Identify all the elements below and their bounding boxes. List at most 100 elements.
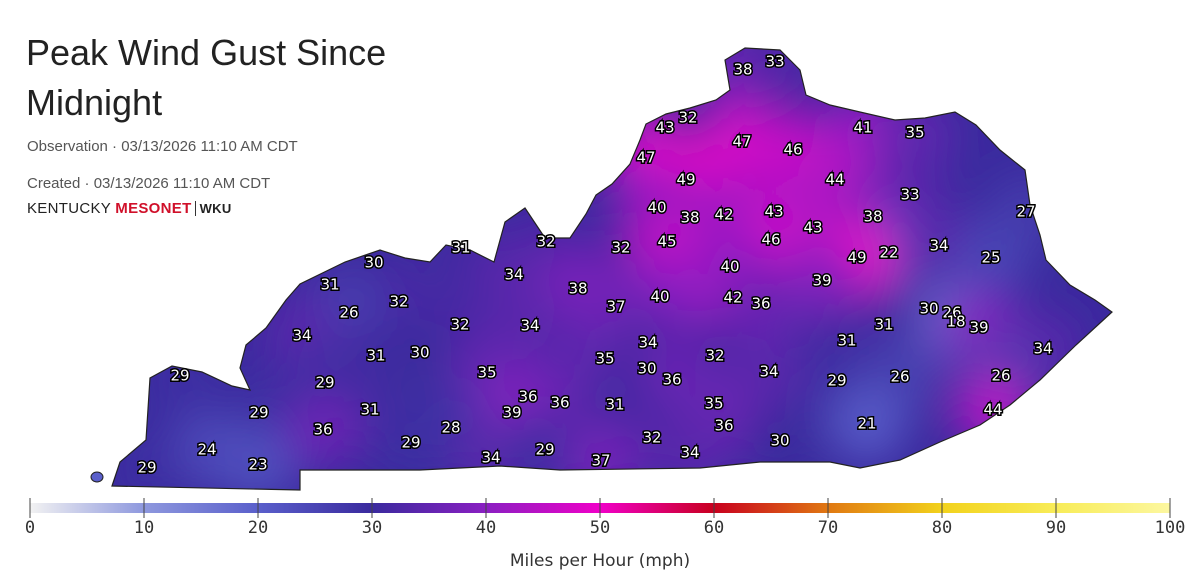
station-value: 34 xyxy=(929,237,948,255)
observation: Observation · 03/13/2026 11:10 AM CDT xyxy=(27,138,298,155)
station-value: 33 xyxy=(900,186,919,204)
colorbar-tick-label: 80 xyxy=(932,518,952,538)
colorbar-tick-label: 20 xyxy=(248,518,268,538)
colorbar-tick-label: 40 xyxy=(476,518,496,538)
station-value: 40 xyxy=(650,288,669,306)
station-value: 29 xyxy=(170,367,189,385)
station-value: 43 xyxy=(764,203,783,221)
station-value: 30 xyxy=(637,360,656,378)
station-value: 26 xyxy=(991,367,1010,385)
island xyxy=(90,471,104,483)
title: Peak Wind Gust Since Midnight xyxy=(26,32,387,123)
gust-blob xyxy=(723,266,799,342)
station-value: 47 xyxy=(636,149,655,167)
station-value: 36 xyxy=(662,371,681,389)
logo-left: KENTUCKY xyxy=(27,200,111,217)
station-value: 31 xyxy=(451,239,470,257)
station-value: 46 xyxy=(761,231,780,249)
station-value: 34 xyxy=(520,317,539,335)
station-value: 30 xyxy=(919,300,938,318)
station-value: 38 xyxy=(680,209,699,227)
colorbar-tick-label: 70 xyxy=(818,518,838,538)
gust-blob xyxy=(953,220,1029,296)
station-value: 31 xyxy=(605,396,624,414)
station-value: 18 xyxy=(946,313,965,331)
colorbar-label: Miles per Hour (mph) xyxy=(510,551,690,571)
station-value: 26 xyxy=(890,368,909,386)
station-value: 34 xyxy=(759,363,778,381)
station-value: 39 xyxy=(502,404,521,422)
station-value: 32 xyxy=(642,429,661,447)
colorbar-tick-label: 90 xyxy=(1046,518,1066,538)
station-value: 49 xyxy=(676,171,695,189)
station-value: 47 xyxy=(732,133,751,151)
station-value: 21 xyxy=(857,415,876,433)
station-value: 37 xyxy=(606,298,625,316)
gust-blob xyxy=(373,405,449,481)
station-value: 23 xyxy=(248,456,267,474)
station-value: 42 xyxy=(723,289,742,307)
station-value: 32 xyxy=(705,347,724,365)
colorbar-ticks: 0 10 20 30 40 50 60 70 80 90 100 xyxy=(25,498,1185,538)
station-value: 36 xyxy=(751,295,770,313)
station-value: 43 xyxy=(803,219,822,237)
station-value: 28 xyxy=(441,419,460,437)
station-value: 42 xyxy=(714,206,733,224)
station-value: 29 xyxy=(827,372,846,390)
station-value: 30 xyxy=(770,432,789,450)
station-value: 31 xyxy=(874,316,893,334)
logo: KENTUCKY MESONET WKU xyxy=(27,200,232,217)
station-value: 29 xyxy=(137,459,156,477)
station-value: 34 xyxy=(680,444,699,462)
station-value: 39 xyxy=(812,272,831,290)
gust-blob xyxy=(784,243,860,319)
station-value: 35 xyxy=(704,395,723,413)
station-value: 26 xyxy=(942,304,961,322)
logo-middle: MESONET xyxy=(115,200,192,217)
station-value: 31 xyxy=(320,276,339,294)
colorbar-tick-label: 50 xyxy=(590,518,610,538)
station-value: 37 xyxy=(591,452,610,470)
station-value: 26 xyxy=(339,304,358,322)
station-value: 39 xyxy=(969,319,988,337)
station-value: 33 xyxy=(765,53,784,71)
station-value: 36 xyxy=(313,421,332,439)
station-value: 45 xyxy=(657,233,676,251)
station-value: 30 xyxy=(364,254,383,272)
blobs xyxy=(112,48,1081,490)
colorbar-tick-label: 10 xyxy=(134,518,154,538)
station-value: 27 xyxy=(1016,203,1035,221)
station-value: 29 xyxy=(249,404,268,422)
station-value: 25 xyxy=(981,249,1000,267)
station-value: 24 xyxy=(197,441,216,459)
station-value: 46 xyxy=(783,141,802,159)
station-value: 40 xyxy=(647,199,666,217)
station-value: 32 xyxy=(678,109,697,127)
station-value: 34 xyxy=(481,449,500,467)
colorbar-tick-label: 100 xyxy=(1155,518,1186,538)
gust-blob xyxy=(731,334,807,410)
station-value: 49 xyxy=(847,249,866,267)
gust-blob xyxy=(285,392,361,468)
station-value: 38 xyxy=(863,208,882,226)
station-value: 31 xyxy=(360,401,379,419)
gust-blob xyxy=(742,403,818,479)
station-value: 29 xyxy=(315,374,334,392)
station-value: 32 xyxy=(450,316,469,334)
created: Created · 03/13/2026 11:10 AM CDT xyxy=(27,175,271,192)
station-value: 36 xyxy=(518,388,537,406)
station-value: 29 xyxy=(535,441,554,459)
station-value: 36 xyxy=(714,417,733,435)
station-value: 41 xyxy=(853,119,872,137)
gust-blob xyxy=(382,315,458,391)
station-value: 38 xyxy=(568,280,587,298)
station-value: 34 xyxy=(1033,340,1052,358)
station-value: 44 xyxy=(825,171,844,189)
station-value: 34 xyxy=(292,327,311,345)
logo-right: WKU xyxy=(194,201,232,216)
gust-blob xyxy=(220,427,296,490)
colorbar-tick-label: 30 xyxy=(362,518,382,538)
station-value: 32 xyxy=(389,293,408,311)
